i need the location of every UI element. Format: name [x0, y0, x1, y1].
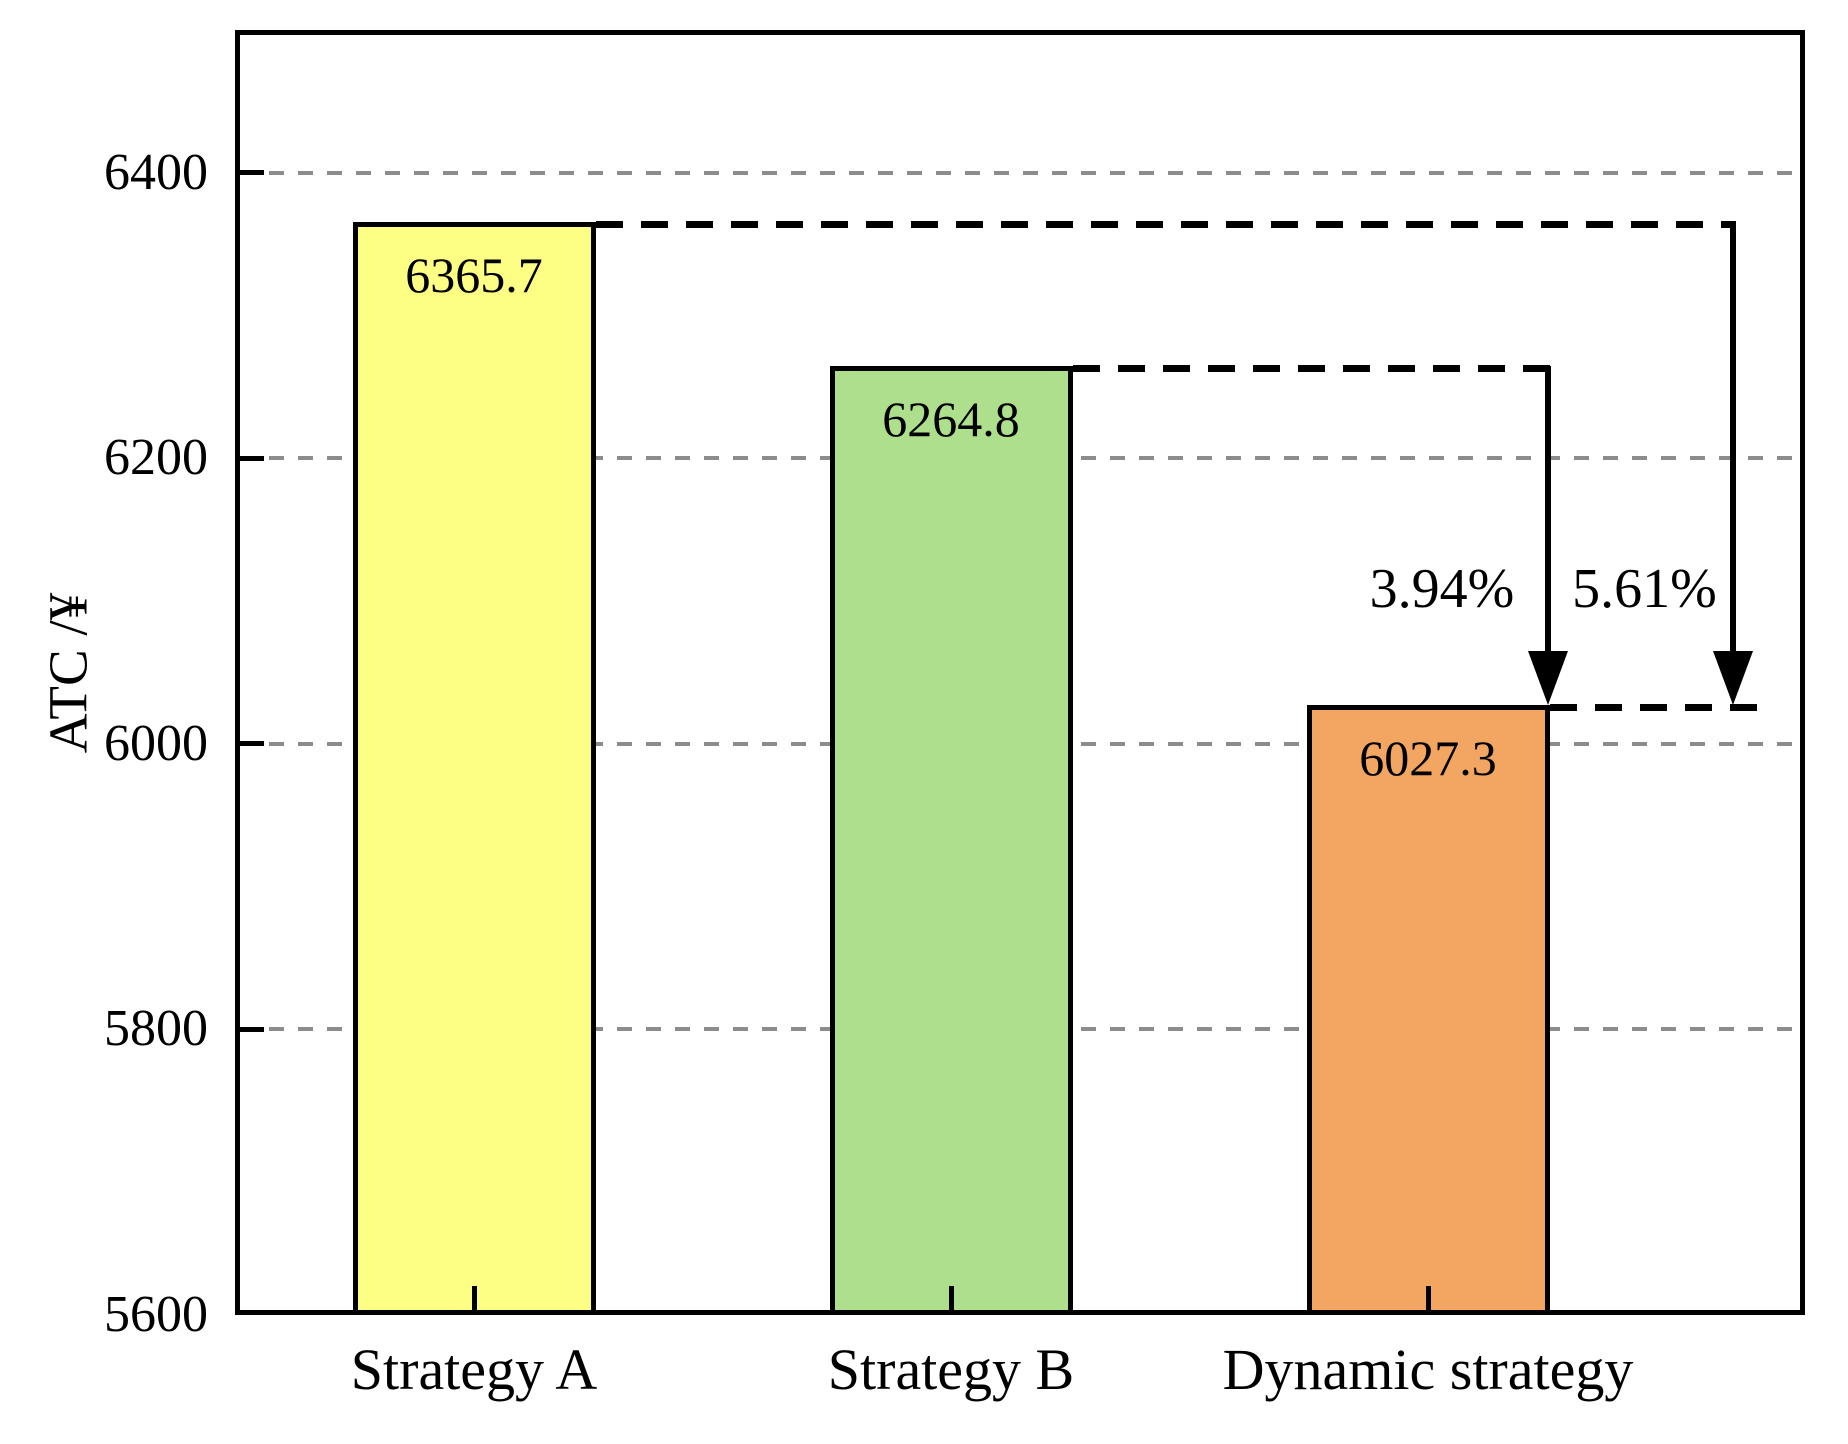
x-tick-mark: [948, 1286, 954, 1310]
y-tick-mark-5800: [240, 1026, 264, 1032]
bar-value-label: 6264.8: [882, 390, 1020, 447]
bar-strategy-b: [829, 365, 1073, 1315]
y-axis-title: ATC /¥: [37, 592, 99, 753]
arrow-line-2: [1730, 221, 1736, 653]
bar-value-label: 6027.3: [1359, 729, 1497, 786]
dashed-line-strategy-a: [595, 220, 1736, 228]
dashed-line-strategy-b: [1072, 364, 1551, 372]
y-tick-mark-6400: [240, 170, 264, 176]
y-tick-label-6200: 6200: [104, 429, 208, 487]
dashed-line-dynamic: [1549, 703, 1768, 711]
x-tick-label-2: Strategy B: [827, 1337, 1075, 1402]
gridline-6400: [240, 170, 1800, 175]
y-tick-label-5600: 5600: [104, 1286, 208, 1343]
y-tick-mark-6000: [240, 741, 264, 747]
pct-label-1: 3.94%: [1369, 557, 1515, 620]
x-tick-mark: [1425, 1286, 1431, 1310]
arrow-line-1: [1545, 365, 1551, 653]
x-tick-label-3: Dynamic strategy: [1222, 1337, 1634, 1402]
x-tick-mark: [471, 1286, 477, 1310]
pct-label-2: 5.61%: [1572, 557, 1717, 620]
y-tick-label-5800: 5800: [104, 1000, 208, 1058]
y-tick-mark-6200: [240, 455, 264, 461]
arrow-head-2: [1713, 650, 1753, 705]
y-tick-label-6000: 6000: [104, 714, 208, 772]
plot-area: [235, 30, 1805, 1315]
arrow-head-1: [1528, 650, 1568, 705]
x-tick-label-1: Strategy A: [350, 1337, 598, 1402]
y-tick-label-6400: 6400: [104, 143, 208, 201]
bar-value-label: 6365.7: [405, 246, 543, 303]
